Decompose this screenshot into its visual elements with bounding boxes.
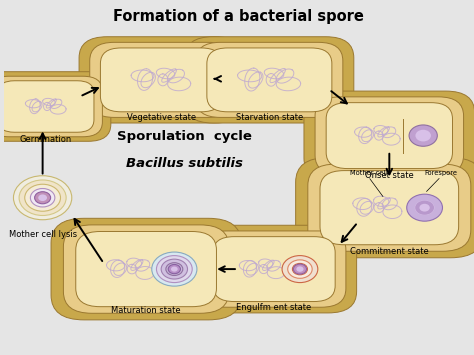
Text: Forespore: Forespore bbox=[425, 170, 457, 176]
Circle shape bbox=[171, 267, 178, 272]
Circle shape bbox=[293, 264, 307, 274]
Circle shape bbox=[296, 266, 303, 272]
Circle shape bbox=[419, 204, 430, 212]
FancyBboxPatch shape bbox=[51, 218, 241, 320]
Circle shape bbox=[13, 176, 72, 220]
Text: Engulfm ent state: Engulfm ent state bbox=[237, 303, 312, 312]
FancyBboxPatch shape bbox=[79, 37, 243, 123]
Circle shape bbox=[415, 200, 435, 215]
Circle shape bbox=[38, 195, 47, 201]
Text: Maturation state: Maturation state bbox=[111, 306, 181, 315]
Circle shape bbox=[35, 192, 51, 204]
Text: Vegetative state: Vegetative state bbox=[127, 113, 196, 121]
FancyBboxPatch shape bbox=[296, 158, 474, 258]
FancyBboxPatch shape bbox=[100, 48, 222, 112]
FancyBboxPatch shape bbox=[304, 91, 474, 180]
Circle shape bbox=[288, 260, 312, 278]
FancyBboxPatch shape bbox=[315, 97, 464, 174]
Circle shape bbox=[407, 194, 443, 221]
Circle shape bbox=[166, 263, 183, 275]
FancyBboxPatch shape bbox=[0, 76, 102, 137]
Circle shape bbox=[25, 184, 61, 211]
Circle shape bbox=[30, 189, 55, 207]
FancyBboxPatch shape bbox=[202, 231, 346, 307]
FancyBboxPatch shape bbox=[196, 42, 343, 118]
Circle shape bbox=[292, 263, 308, 275]
Text: Bacillus subtilis: Bacillus subtilis bbox=[126, 157, 243, 170]
Text: Sporulation  cycle: Sporulation cycle bbox=[117, 130, 252, 143]
FancyBboxPatch shape bbox=[0, 81, 94, 132]
Circle shape bbox=[168, 264, 181, 274]
FancyBboxPatch shape bbox=[90, 42, 233, 118]
FancyBboxPatch shape bbox=[191, 225, 356, 313]
Text: Germination: Germination bbox=[20, 135, 72, 144]
Text: Formation of a bacterial spore: Formation of a bacterial spore bbox=[113, 9, 364, 24]
Circle shape bbox=[282, 256, 318, 283]
FancyBboxPatch shape bbox=[308, 164, 471, 251]
Circle shape bbox=[415, 130, 431, 141]
Circle shape bbox=[19, 180, 66, 215]
Circle shape bbox=[161, 259, 188, 279]
Text: Mother cell: Mother cell bbox=[350, 170, 387, 176]
Circle shape bbox=[156, 256, 192, 283]
FancyBboxPatch shape bbox=[326, 103, 453, 169]
Text: Commitment state: Commitment state bbox=[350, 247, 428, 256]
FancyBboxPatch shape bbox=[64, 225, 229, 313]
Text: Onset state: Onset state bbox=[365, 171, 414, 180]
Text: Mother cell lysis: Mother cell lysis bbox=[9, 230, 77, 239]
Text: Starvation state: Starvation state bbox=[236, 113, 303, 121]
FancyBboxPatch shape bbox=[320, 171, 459, 245]
FancyBboxPatch shape bbox=[213, 237, 335, 301]
Circle shape bbox=[409, 125, 438, 146]
Circle shape bbox=[415, 201, 434, 215]
Circle shape bbox=[152, 252, 197, 286]
FancyBboxPatch shape bbox=[207, 48, 332, 112]
FancyBboxPatch shape bbox=[0, 72, 111, 141]
FancyBboxPatch shape bbox=[185, 37, 354, 123]
FancyBboxPatch shape bbox=[76, 231, 217, 307]
